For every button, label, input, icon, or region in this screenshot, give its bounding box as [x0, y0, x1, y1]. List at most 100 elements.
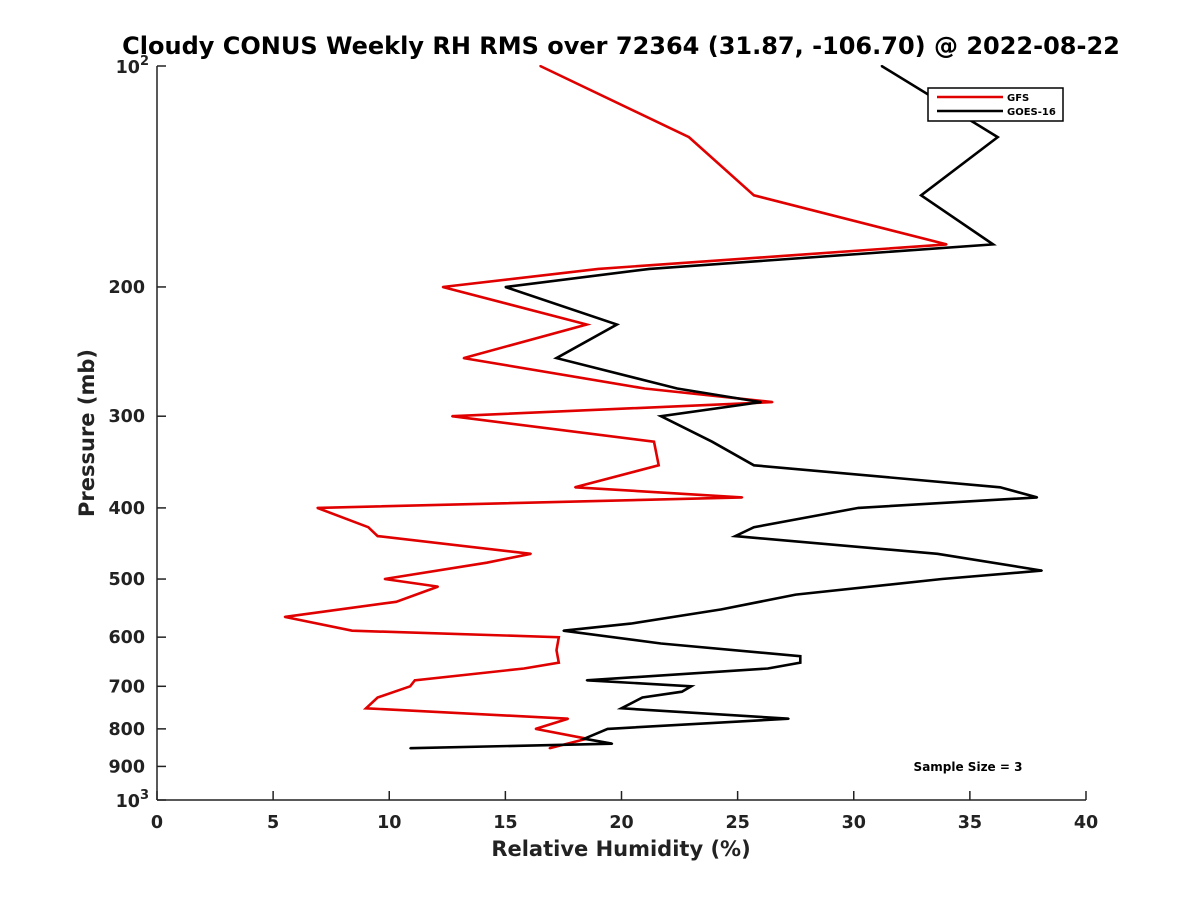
data-point-goes16 [660, 415, 662, 418]
data-point-gfs [643, 387, 646, 390]
data-point-goes16 [941, 578, 943, 580]
y-tick-label: 103 [116, 788, 149, 812]
data-point-gfs [367, 526, 370, 529]
data-point-goes16 [1036, 496, 1039, 499]
data-point-goes16 [629, 622, 632, 625]
data-point-goes16 [857, 506, 860, 509]
data-point-goes16 [920, 194, 923, 197]
data-point-gfs [771, 401, 774, 404]
series-layer [283, 64, 1043, 750]
x-tick-label: 0 [151, 813, 163, 833]
x-tick-label: 40 [1074, 813, 1098, 833]
y-tick-label: 900 [108, 757, 145, 777]
x-tick-label: 35 [958, 813, 982, 833]
data-point-gfs [529, 552, 532, 555]
data-point-goes16 [641, 696, 644, 699]
y-tick-label: 300 [108, 407, 145, 427]
data-point-goes16 [680, 690, 683, 693]
y-tick-exponent: 2 [140, 54, 149, 69]
data-point-gfs [548, 747, 551, 750]
data-point-goes16 [690, 685, 693, 688]
y-tick-label: 102 [116, 54, 149, 78]
data-point-gfs [597, 267, 600, 270]
data-point-gfs [574, 486, 576, 489]
x-tick-label: 10 [377, 813, 401, 833]
legend: GFS GOES-16 [927, 87, 1064, 122]
chart-title: Cloudy CONUS Weekly RH RMS over 72364 (3… [122, 32, 1120, 60]
data-point-gfs [437, 585, 439, 588]
y-tick-label: 400 [108, 499, 145, 519]
data-point-goes16 [611, 742, 614, 745]
data-point-goes16 [799, 661, 802, 664]
data-point-goes16 [409, 747, 412, 750]
data-point-goes16 [676, 387, 679, 390]
x-ticks: 0 5 10 15 20 25 30 35 40 [151, 791, 1098, 833]
data-point-gfs [557, 661, 560, 664]
y-tick-label: 500 [108, 570, 145, 590]
x-tick-label: 15 [493, 813, 517, 833]
data-point-goes16 [504, 286, 507, 288]
data-point-gfs [376, 535, 379, 538]
data-point-goes16 [799, 655, 802, 658]
data-point-gfs [555, 649, 558, 652]
data-point-gfs [451, 415, 453, 418]
data-point-gfs [534, 727, 537, 730]
data-point-gfs [567, 717, 570, 720]
data-point-gfs [741, 496, 744, 499]
data-point-goes16 [606, 727, 609, 730]
data-point-gfs [395, 600, 398, 603]
data-point-goes16 [766, 667, 769, 670]
data-point-gfs [441, 286, 444, 288]
data-point-gfs [383, 578, 386, 580]
data-point-goes16 [999, 486, 1002, 489]
data-point-gfs [523, 667, 525, 670]
data-point-gfs [462, 357, 465, 360]
data-point-gfs [557, 636, 560, 639]
data-point-gfs [657, 464, 660, 467]
data-point-goes16 [992, 243, 995, 246]
data-point-goes16 [734, 535, 737, 538]
data-point-goes16 [936, 552, 939, 555]
data-point-gfs [945, 243, 948, 246]
data-point-goes16 [1040, 569, 1043, 572]
data-point-gfs [351, 629, 354, 632]
legend-box [927, 87, 1064, 122]
sample-size-annotation: Sample Size = 3 [914, 760, 1023, 774]
data-point-goes16 [585, 679, 588, 682]
y-tick-label: 700 [108, 677, 145, 697]
x-tick-label: 25 [725, 813, 749, 833]
data-point-goes16 [752, 526, 755, 529]
data-point-goes16 [555, 357, 558, 360]
data-point-goes16 [752, 464, 755, 467]
y-tick-base: 10 [116, 58, 140, 78]
y-tick-base: 10 [116, 792, 140, 812]
data-point-goes16 [660, 642, 662, 645]
data-point-goes16 [759, 401, 762, 404]
data-point-gfs [539, 65, 542, 67]
data-point-goes16 [794, 593, 797, 596]
legend-label-goes16: GOES-16 [1007, 107, 1056, 118]
x-axis-label: Relative Humidity (%) [491, 837, 750, 861]
data-point-gfs [687, 136, 690, 139]
legend-label-gfs: GFS [1007, 93, 1029, 104]
data-point-goes16 [620, 707, 623, 710]
data-point-gfs [376, 696, 379, 699]
data-point-gfs [283, 615, 286, 618]
data-point-goes16 [562, 629, 565, 632]
data-point-gfs [409, 685, 412, 688]
data-point-goes16 [583, 737, 586, 740]
y-axis-label: Pressure (mb) [75, 349, 99, 517]
data-point-goes16 [720, 608, 723, 611]
data-point-gfs [413, 679, 416, 682]
x-tick-label: 20 [609, 813, 633, 833]
y-tick-label: 800 [108, 720, 145, 740]
data-point-goes16 [615, 323, 618, 326]
data-point-gfs [752, 194, 755, 197]
y-tick-exponent: 3 [140, 788, 149, 803]
data-point-gfs [316, 506, 319, 509]
x-tick-label: 30 [842, 813, 866, 833]
y-tick-label: 200 [108, 278, 145, 298]
